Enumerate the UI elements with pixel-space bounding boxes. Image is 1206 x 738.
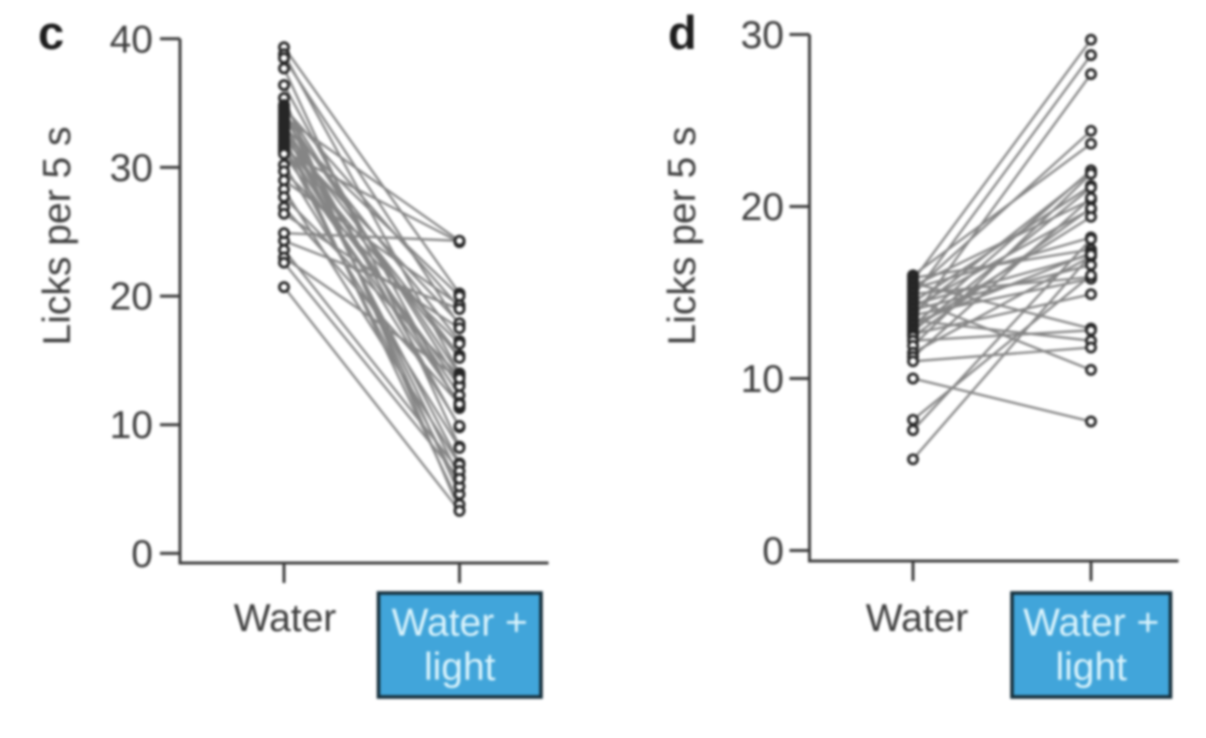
svg-text:Water +: Water + xyxy=(392,602,528,645)
svg-text:c: c xyxy=(38,6,64,59)
svg-text:Water +: Water + xyxy=(1023,602,1159,645)
svg-text:light: light xyxy=(424,646,496,689)
svg-text:40: 40 xyxy=(110,18,153,61)
svg-text:d: d xyxy=(668,6,697,59)
svg-text:Licks per 5 s: Licks per 5 s xyxy=(36,127,79,346)
svg-text:Water: Water xyxy=(866,597,969,640)
svg-text:Licks per 5 s: Licks per 5 s xyxy=(661,127,704,346)
svg-text:30: 30 xyxy=(741,14,784,57)
svg-text:20: 20 xyxy=(110,276,153,319)
svg-text:light: light xyxy=(1055,646,1127,689)
svg-text:10: 10 xyxy=(741,358,784,401)
svg-text:Water: Water xyxy=(234,597,337,640)
svg-text:20: 20 xyxy=(741,186,784,229)
svg-text:10: 10 xyxy=(110,404,153,447)
svg-text:0: 0 xyxy=(762,530,784,573)
svg-text:30: 30 xyxy=(110,147,153,190)
svg-text:0: 0 xyxy=(131,533,153,576)
